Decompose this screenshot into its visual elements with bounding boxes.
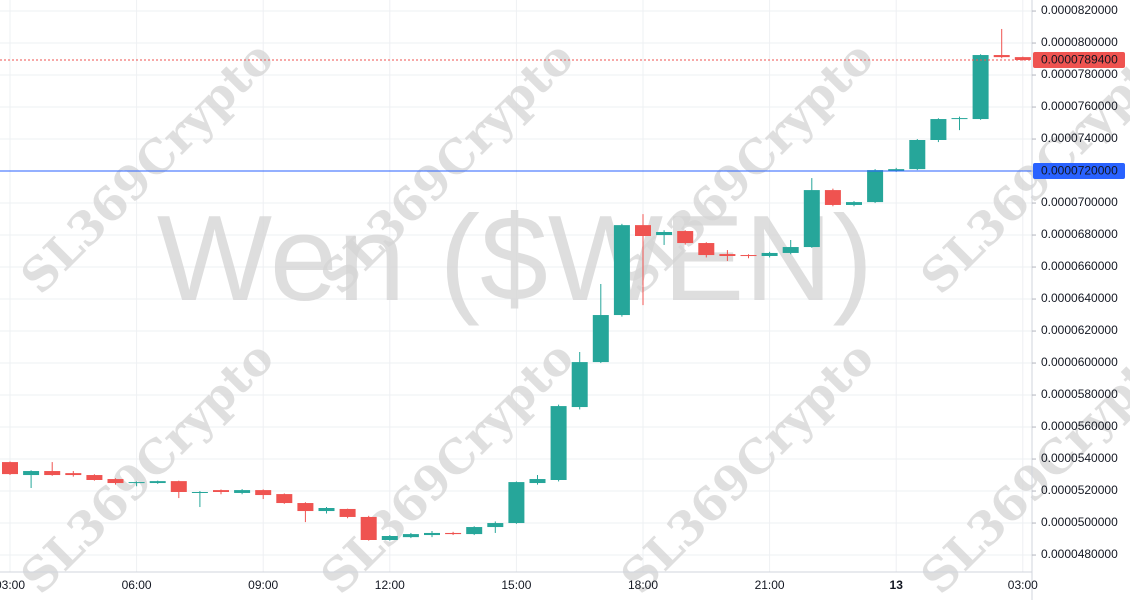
x-tick-label: 15:00 [501,578,531,592]
candle-body [909,140,926,170]
candle-body [888,169,905,172]
candle-body [782,247,799,253]
candle-body [381,536,398,540]
candle-body [867,170,884,203]
candle-body [2,462,18,475]
candle-body [698,243,715,256]
candle-body [128,482,145,484]
price-label: 0.0000720000 [1041,164,1118,178]
candle-body [824,190,841,205]
candle-body [993,55,1010,58]
x-tick-label: 13 [890,578,904,592]
labels: 0.00008200000.00008000000.00007800000.00… [0,3,1125,592]
y-tick-label: 0.0000620000 [1041,323,1118,337]
candle-body [360,516,377,540]
candle-body [761,252,778,256]
x-tick-label: 03:00 [0,578,25,592]
candle-body [529,479,546,484]
x-tick-label: 21:00 [755,578,785,592]
candle-body [255,490,272,496]
price-label-box [1033,163,1125,180]
candle-body [424,532,440,536]
candle-body [592,315,609,363]
candle-body [234,490,251,493]
candle-body [656,232,673,236]
candle-body [402,534,419,538]
candle-body [445,532,462,535]
x-tick-label: 09:00 [248,578,278,592]
y-tick-label: 0.0000780000 [1041,67,1118,81]
candle-body [846,202,862,205]
y-tick-label: 0.0000740000 [1041,131,1118,145]
candle-body [719,254,736,256]
candle-body [213,490,229,492]
y-tick-label: 0.0000580000 [1041,387,1118,401]
candle-body [107,479,124,484]
y-tick-label: 0.0000480000 [1041,547,1118,561]
candle-body [466,527,483,535]
candle-body [23,471,40,476]
y-tick-label: 0.0000560000 [1041,419,1118,433]
candle-body [635,225,651,236]
y-tick-label: 0.0000700000 [1041,195,1118,209]
candle-body [170,481,187,492]
candle-body [276,494,293,504]
candle-body [740,255,757,257]
price-label-box [1033,52,1125,68]
y-tick-label: 0.0000640000 [1041,291,1118,305]
x-tick-label: 18:00 [628,578,658,592]
candle-body [677,231,694,244]
y-tick-label: 0.0000500000 [1041,515,1118,529]
y-tick-label: 0.0000760000 [1041,99,1118,113]
candle-body [613,225,630,316]
candle-body [951,118,968,120]
grid [0,0,1032,572]
x-tick-label: 06:00 [122,578,152,592]
candle-body [297,503,314,512]
price-label: 0.0000789400 [1041,53,1118,67]
y-tick-label: 0.0000820000 [1041,3,1118,17]
candle-body [318,508,335,512]
candle-body [508,482,525,524]
candle-body [44,471,61,476]
candle-body [339,508,356,517]
candle-body [930,119,947,140]
candle-body [1014,57,1031,60]
candle-body [972,55,989,120]
y-tick-label: 0.0000680000 [1041,227,1118,241]
candles [0,28,1032,541]
candle-body [86,475,103,480]
y-tick-label: 0.0000540000 [1041,451,1118,465]
candle-body [191,492,208,493]
candle-body [550,406,567,480]
candle-body [65,473,82,476]
x-tick-label: 03:00 [1008,578,1038,592]
y-tick-label: 0.0000800000 [1041,35,1118,49]
candle-body [571,362,588,408]
candle-body [487,523,504,528]
title-watermark: Wen ($WEN) [157,190,873,326]
y-tick-label: 0.0000660000 [1041,259,1118,273]
candle-body [149,481,166,484]
y-tick-label: 0.0000520000 [1041,483,1118,497]
y-tick-label: 0.0000600000 [1041,355,1118,369]
x-tick-label: 12:00 [375,578,405,592]
candle-body [803,190,820,248]
axes [0,0,1033,600]
